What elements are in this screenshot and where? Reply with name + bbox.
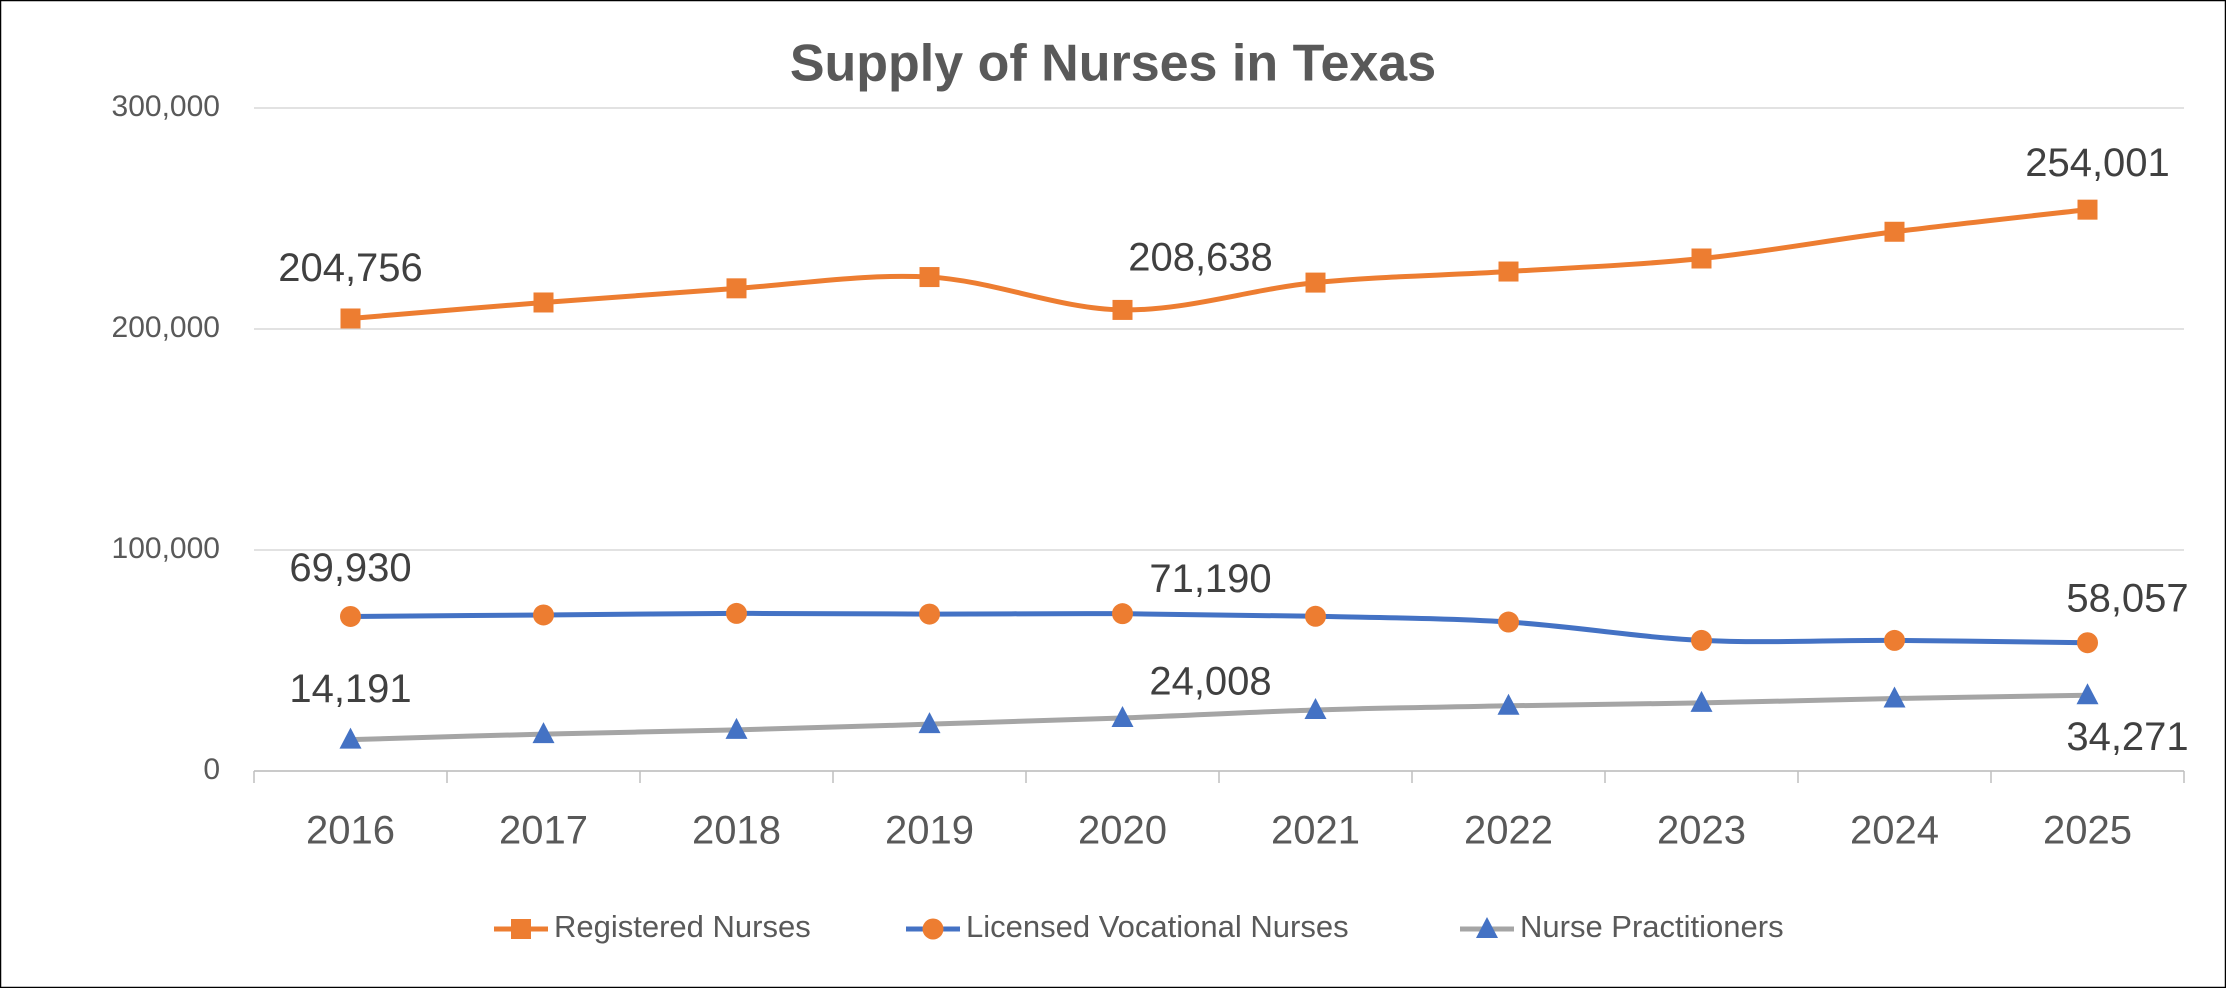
data-label: 71,190: [1149, 557, 1271, 601]
data-point: [1498, 611, 1519, 633]
data-point: [340, 605, 361, 627]
data-point: [1691, 629, 1712, 651]
data-point: [533, 292, 554, 313]
y-tick-label: 100,000: [112, 532, 220, 565]
data-point: [1497, 693, 1520, 715]
data-point: [2076, 683, 2099, 705]
data-point: [919, 603, 940, 625]
data-point: [1305, 272, 1326, 293]
data-point: [1883, 686, 1906, 708]
data-point: [339, 727, 362, 749]
legend-label: Nurse Practitioners: [1520, 909, 1784, 944]
y-tick-label: 300,000: [112, 90, 220, 123]
data-point: [1304, 698, 1327, 720]
x-tick-label: 2020: [1078, 809, 1167, 853]
data-point: [2077, 199, 2098, 220]
data-point: [1498, 261, 1519, 282]
x-tick-label: 2017: [499, 809, 588, 853]
x-tick-label: 2016: [306, 809, 395, 853]
y-tick-label: 0: [203, 753, 220, 786]
chart-title: Supply of Nurses in Texas: [790, 35, 1436, 93]
data-point: [1111, 705, 1134, 727]
data-point: [918, 712, 941, 734]
data-point: [725, 717, 748, 739]
series-line: [350, 692, 2088, 743]
legend-label: Licensed Vocational Nurses: [966, 909, 1349, 944]
x-tick-label: 2021: [1271, 809, 1360, 853]
data-label: 208,638: [1128, 235, 1273, 279]
data-point: [1884, 221, 1905, 242]
data-label: 24,008: [1149, 660, 1271, 704]
data-point: [1112, 299, 1133, 320]
data-point: [726, 602, 747, 624]
legend-marker: [511, 919, 531, 939]
data-point: [1690, 690, 1713, 712]
x-tick-label: 2025: [2043, 809, 2132, 853]
series-line: [350, 610, 2088, 646]
data-point: [726, 278, 747, 299]
x-tick-label: 2019: [885, 809, 974, 853]
data-point: [1691, 248, 1712, 269]
data-point: [2077, 632, 2098, 654]
legend-marker: [1476, 917, 1498, 938]
data-label: 254,001: [2025, 141, 2170, 185]
data-point: [919, 267, 940, 288]
y-tick-label: 200,000: [112, 311, 220, 344]
data-label: 204,756: [278, 246, 423, 290]
x-tick-label: 2024: [1850, 809, 1939, 853]
data-point: [533, 604, 554, 626]
x-tick-label: 2018: [692, 809, 781, 853]
data-point: [340, 308, 361, 329]
x-tick-label: 2022: [1464, 809, 1553, 853]
data-point: [1112, 603, 1133, 625]
x-tick-label: 2023: [1657, 809, 1746, 853]
data-label: 69,930: [289, 546, 411, 590]
data-point: [1884, 629, 1905, 651]
legend-label: Registered Nurses: [554, 909, 811, 944]
data-label: 34,271: [2066, 715, 2188, 759]
series-line: [350, 207, 2088, 321]
data-point: [1305, 605, 1326, 627]
data-label: 58,057: [2066, 576, 2188, 620]
data-point: [532, 722, 555, 744]
legend-marker: [922, 918, 944, 940]
data-label: 14,191: [289, 667, 411, 711]
